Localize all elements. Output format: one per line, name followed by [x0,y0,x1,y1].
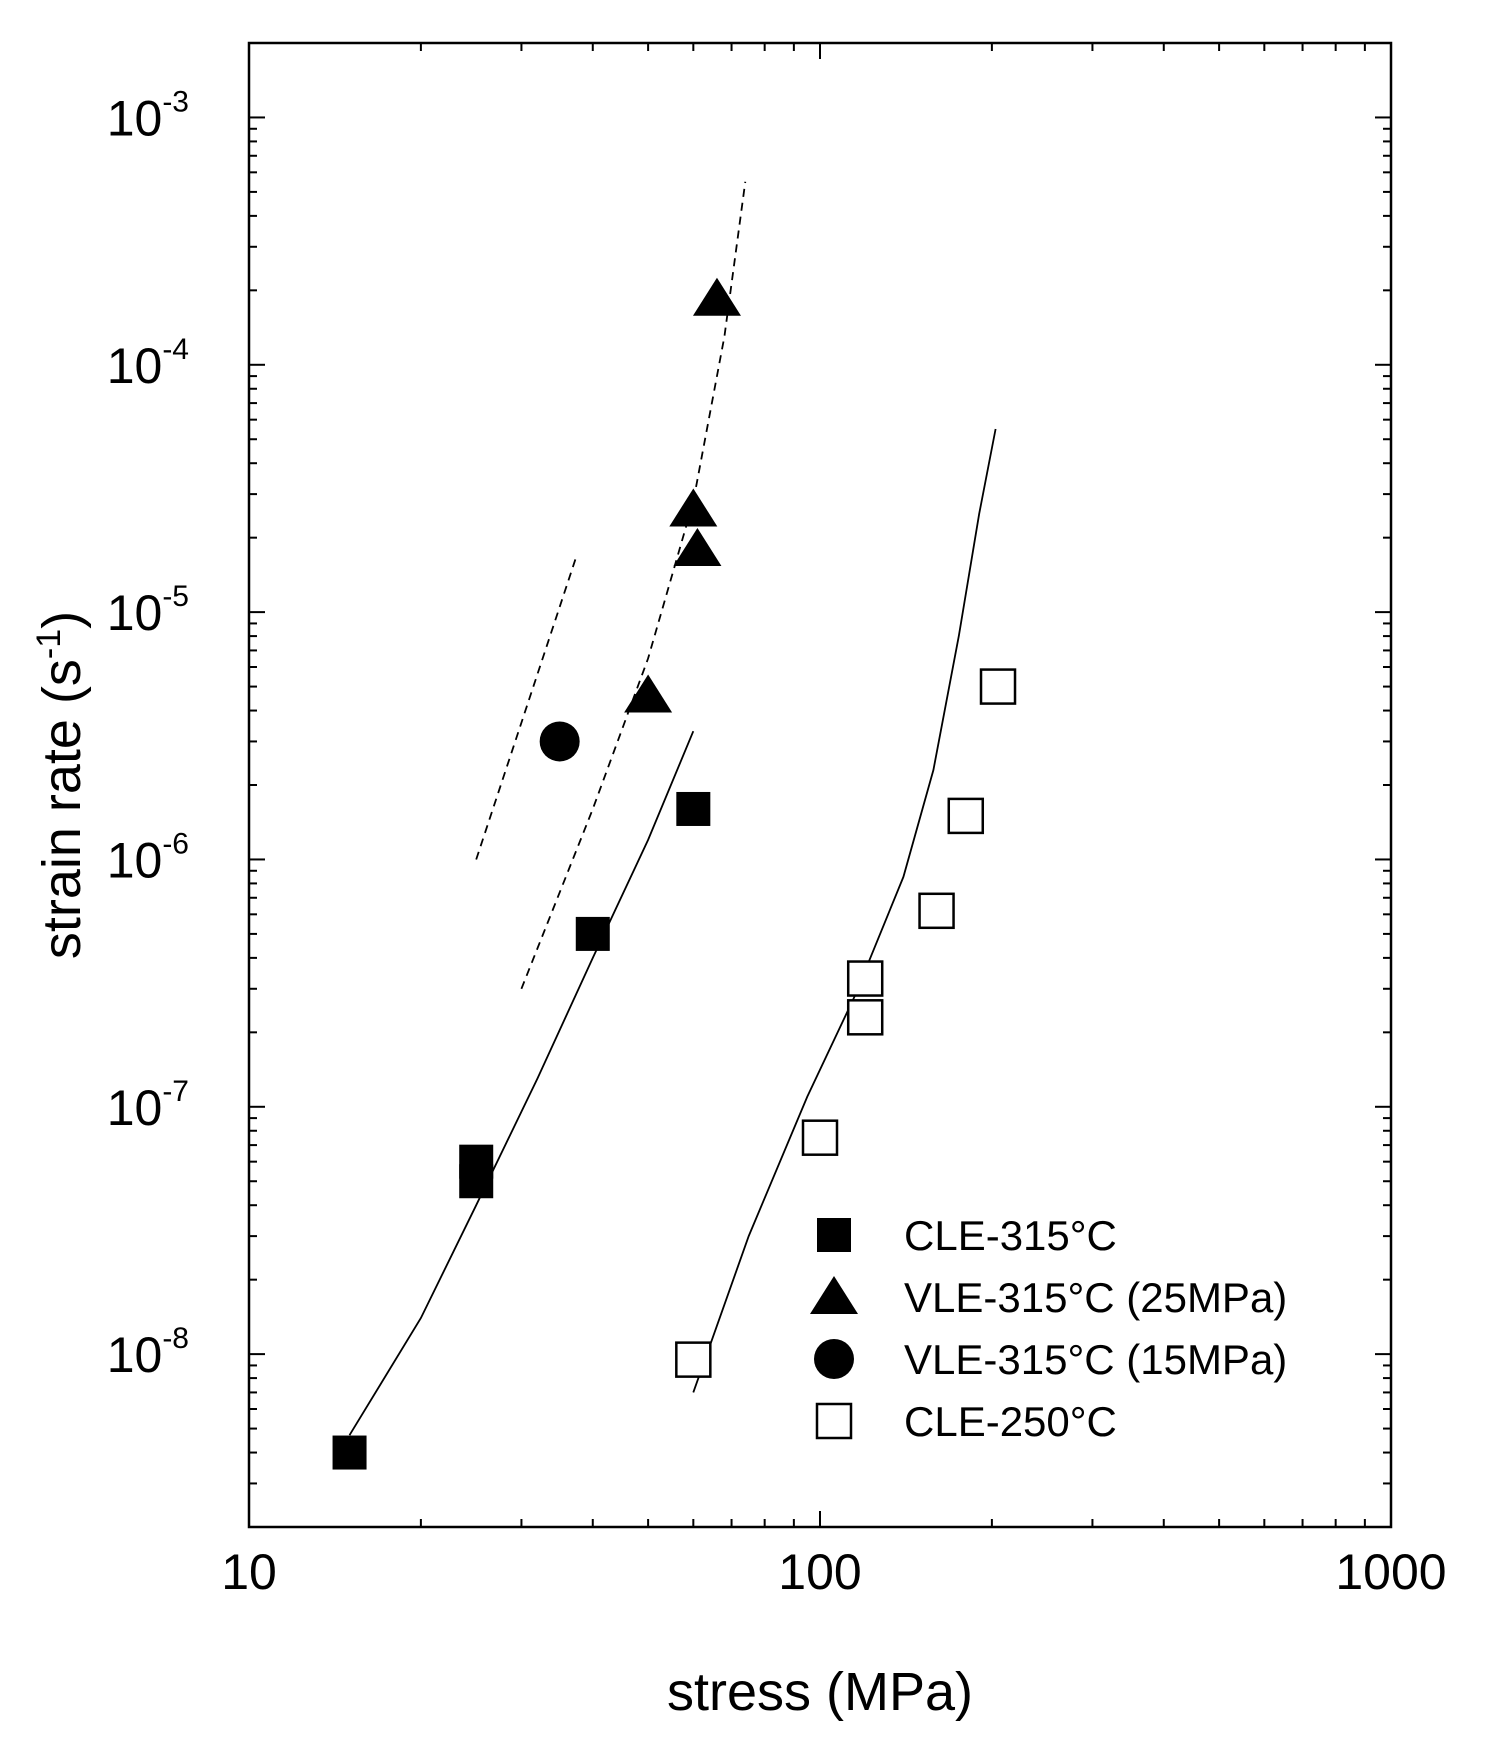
x-axis-title: stress (MPa) [667,1662,973,1722]
point-series-0 [575,916,610,951]
legend-marker-3 [815,1402,853,1440]
legend-label-1: VLE-315°C (25MPa) [904,1274,1287,1321]
legend-label-2: VLE-315°C (15MPa) [904,1336,1287,1383]
legend-marker-0 [817,1218,851,1252]
y-tick-label: 10-6 [107,827,189,888]
point-series-2 [539,721,580,762]
legend-label-3: CLE-250°C [904,1398,1117,1445]
point-series-1 [692,277,741,316]
y-tick-label-base: 10 [107,585,163,641]
curve-fit-CLE-315 [348,730,695,1436]
y-tick-label-exp: -7 [162,1075,189,1108]
y-tick-label-exp: -8 [162,1322,189,1355]
y-tick-label: 10-4 [107,333,189,394]
point-series-3 [801,1119,839,1156]
point-series-3 [675,1341,712,1378]
y-tick-label: 10-8 [107,1322,189,1383]
point-series-0 [676,791,711,826]
point-series-3 [947,797,985,835]
y-tick-label: 10-7 [107,1075,189,1136]
y-tick-label-base: 10 [107,832,163,888]
curve-fit-VLE-15MPa [475,554,578,860]
y-tick-label-base: 10 [107,338,163,394]
data-markers [332,277,1017,1470]
x-tick-label: 100 [778,1544,861,1600]
fit-curves [348,181,997,1436]
point-series-3 [918,892,955,930]
legend-marker-1 [810,1276,858,1314]
y-axis-ticks: 10-810-710-610-510-410-3 [107,42,1391,1528]
legend-label-0: CLE-315°C [904,1212,1117,1259]
legend-marker-2 [814,1339,854,1379]
x-tick-label: 10 [221,1544,277,1600]
y-axis-title-prefix: strain rate (s [32,659,92,959]
y-tick-label-exp: -5 [162,580,189,613]
point-series-3 [846,960,884,997]
y-tick-label-base: 10 [107,1327,163,1383]
y-tick-label: 10-3 [107,85,189,146]
x-axis-ticks: 10 100 1000 [221,43,1447,1600]
point-series-0 [459,1144,494,1179]
y-tick-label-exp: -6 [162,827,189,860]
y-axis-title: strain rate (s-1) [30,611,92,959]
y-tick-label-base: 10 [107,90,163,146]
y-tick-label-exp: -3 [162,85,189,118]
legend: CLE-315°C VLE-315°C (25MPa) VLE-315°C (15M… [810,1212,1287,1445]
y-tick-label-base: 10 [107,1080,163,1136]
y-tick-label-exp: -4 [162,333,189,366]
point-series-0 [332,1435,367,1470]
curve-fit-VLE-25MPa [520,181,747,990]
point-series-3 [846,999,884,1036]
curve-fit-CLE-250 [692,428,997,1393]
y-axis-title-suffix: ) [32,611,92,629]
y-axis-title-sup: -1 [30,629,68,659]
x-tick-label: 1000 [1335,1544,1446,1600]
point-series-1 [673,527,722,566]
point-series-1 [669,488,718,527]
point-series-3 [979,668,1017,705]
y-tick-label: 10-5 [107,580,189,641]
point-series-1 [624,674,673,713]
